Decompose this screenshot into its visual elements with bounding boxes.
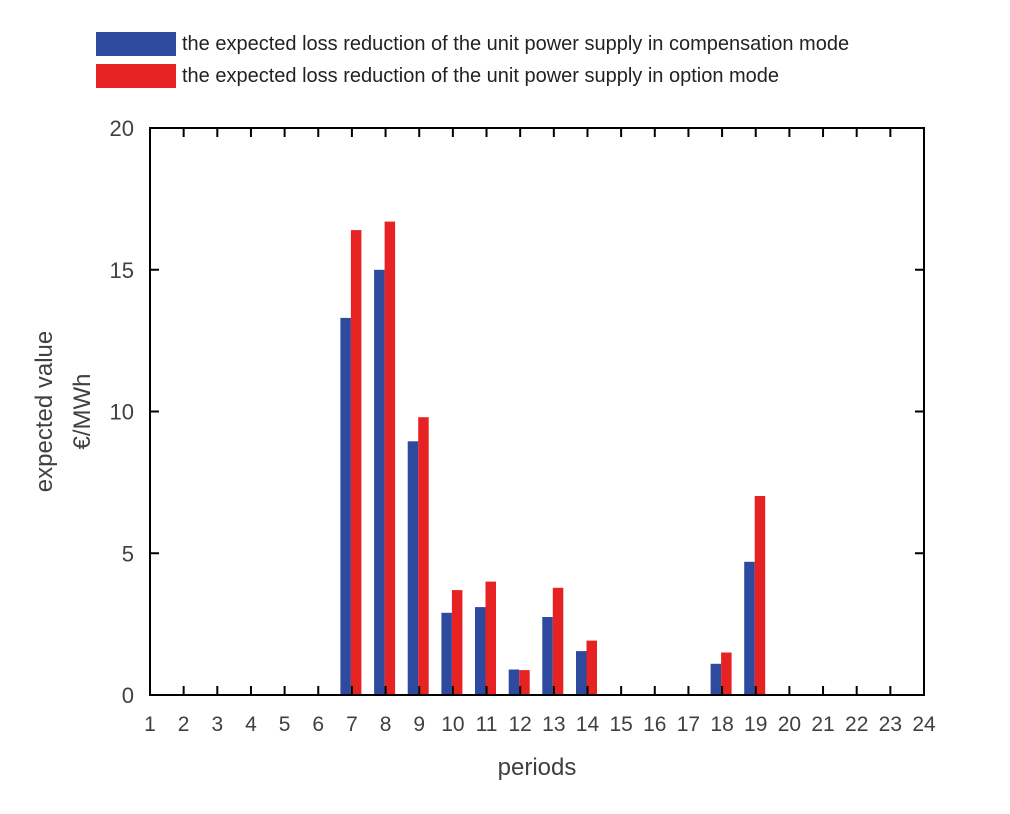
bar-option-period-14 bbox=[586, 640, 597, 695]
x-tick-label-3: 3 bbox=[211, 713, 223, 736]
bar-option-period-19 bbox=[754, 496, 766, 695]
bar-option-period-12 bbox=[519, 670, 530, 695]
x-tick-label-19: 19 bbox=[744, 713, 767, 736]
y-tick-label-5: 5 bbox=[122, 541, 134, 566]
x-tick-label-24: 24 bbox=[912, 713, 936, 736]
x-tick-label-16: 16 bbox=[643, 713, 666, 736]
bar-option-period-10 bbox=[451, 590, 463, 695]
bar-compensation-period-8 bbox=[374, 269, 385, 696]
x-tick-label-22: 22 bbox=[845, 713, 868, 736]
axes-frame bbox=[149, 127, 925, 696]
y-tick-label-0: 0 bbox=[122, 683, 134, 708]
x-tick-label-9: 9 bbox=[413, 713, 425, 736]
x-tick-label-4: 4 bbox=[245, 713, 257, 736]
bar-compensation-period-18 bbox=[710, 663, 722, 695]
bar-option-period-13 bbox=[552, 587, 564, 695]
x-tick-label-21: 21 bbox=[811, 713, 834, 736]
y-tick-label-15: 15 bbox=[110, 258, 134, 283]
y-axis-label-line2: €/MWh bbox=[69, 373, 96, 449]
bar-option-period-9 bbox=[418, 417, 429, 695]
y-tick-label-20: 20 bbox=[110, 116, 134, 141]
y-axis-label-line1: expected value bbox=[31, 331, 58, 492]
bar-compensation-period-10 bbox=[441, 612, 452, 695]
x-tick-label-5: 5 bbox=[279, 713, 291, 736]
x-tick-label-7: 7 bbox=[346, 713, 358, 736]
x-tick-label-18: 18 bbox=[710, 713, 733, 736]
x-tick-label-10: 10 bbox=[441, 713, 464, 736]
bar-option-period-7 bbox=[350, 230, 362, 695]
x-tick-label-11: 11 bbox=[476, 713, 498, 736]
x-tick-label-17: 17 bbox=[677, 713, 700, 736]
x-tick-label-12: 12 bbox=[508, 713, 531, 736]
x-tick-label-14: 14 bbox=[576, 713, 600, 736]
legend-swatch-option bbox=[96, 64, 176, 88]
bar-option-period-11 bbox=[485, 581, 496, 695]
bar-compensation-period-12 bbox=[508, 669, 520, 695]
x-tick-label-20: 20 bbox=[778, 713, 801, 736]
bar-compensation-period-13 bbox=[542, 617, 553, 695]
bar-compensation-period-14 bbox=[576, 651, 587, 695]
bar-compensation-period-7 bbox=[340, 317, 351, 695]
legend: the expected loss reduction of the unit … bbox=[96, 30, 849, 94]
bar-compensation-period-11 bbox=[475, 607, 486, 695]
x-axis-label: periods bbox=[498, 754, 577, 781]
ticks-layer: 1 2 3 4 5 6 7 8 9 10 11 12 13 14 15 16 17 18 19 20 21 22 23 240… bbox=[110, 116, 936, 736]
x-tick-label-2: 2 bbox=[178, 713, 190, 736]
x-tick-label-6: 6 bbox=[312, 713, 324, 736]
bar-option-period-18 bbox=[721, 652, 732, 695]
bars-layer bbox=[340, 221, 766, 696]
bar-option-period-8 bbox=[384, 221, 396, 695]
y-tick-label-10: 10 bbox=[110, 400, 134, 425]
x-tick-label-1: 1 bbox=[144, 713, 156, 736]
legend-entry-option: the expected loss reduction of the unit … bbox=[96, 62, 849, 90]
legend-entry-compensation: the expected loss reduction of the unit … bbox=[96, 30, 849, 58]
bar-compensation-period-9 bbox=[407, 441, 419, 695]
x-tick-label-8: 8 bbox=[380, 713, 392, 736]
bar-compensation-period-19 bbox=[744, 561, 755, 695]
legend-label-compensation: the expected loss reduction of the unit … bbox=[182, 32, 850, 55]
x-tick-label-13: 13 bbox=[542, 713, 565, 736]
legend-label-option: the expected loss reduction of the unit … bbox=[182, 64, 780, 87]
x-tick-label-15: 15 bbox=[609, 713, 632, 736]
x-tick-label-23: 23 bbox=[879, 713, 902, 736]
legend-swatch-compensation bbox=[96, 32, 176, 56]
